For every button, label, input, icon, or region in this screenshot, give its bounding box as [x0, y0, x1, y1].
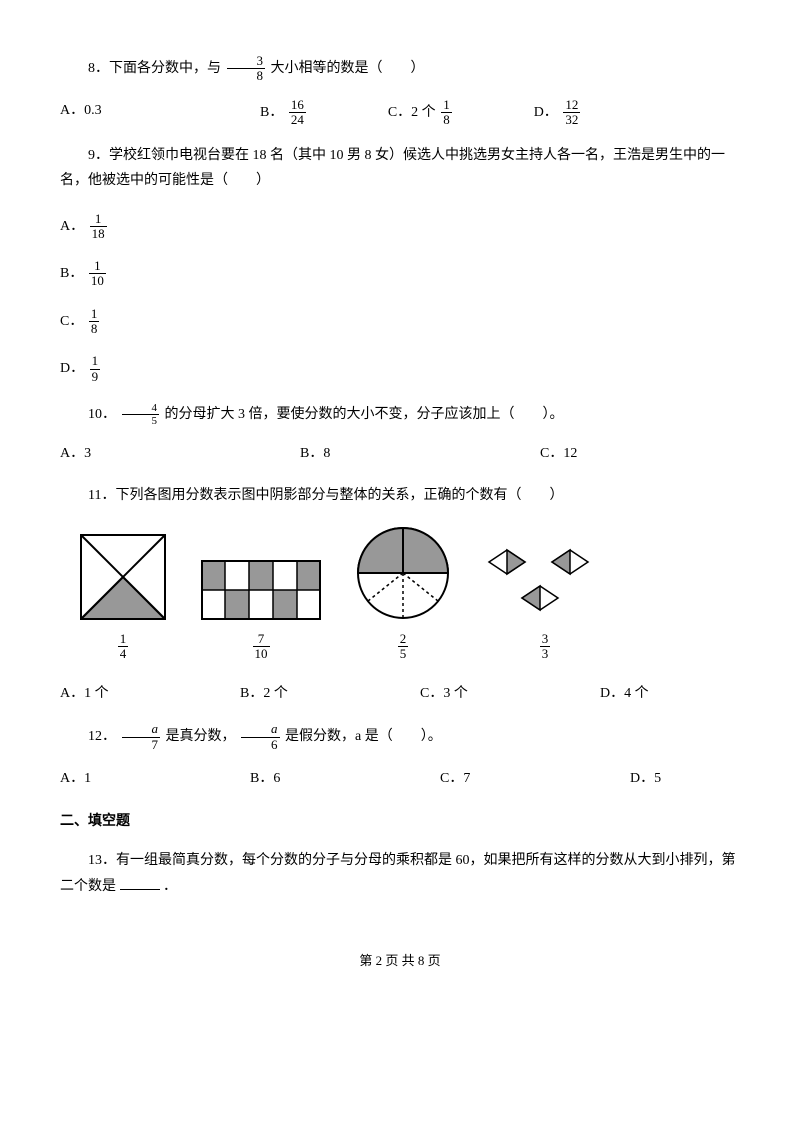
q9-options: A． 1 18 B． 1 10 C． 1 8 D． 1 9 — [60, 212, 740, 384]
q10-option-a[interactable]: A．3 — [60, 441, 220, 466]
q11-d1-fraction: 1 4 — [118, 632, 129, 662]
q9-option-a[interactable]: A． 1 18 — [60, 212, 740, 242]
q11-option-c[interactable]: C．3 个 — [420, 681, 520, 706]
q11-option-a[interactable]: A．1 个 — [60, 681, 160, 706]
q8-option-b[interactable]: B． 16 24 — [260, 98, 308, 128]
question-8: 8．下面各分数中，与 3 8 大小相等的数是（ ） — [60, 54, 740, 84]
q9-option-a-fraction: 1 18 — [90, 212, 107, 242]
q12-fraction-b: a 6 — [241, 722, 280, 752]
q11-diagram-2: 7 10 — [201, 560, 321, 662]
q11-d3-fraction: 2 5 — [398, 632, 409, 662]
question-12: 12． a 7 是真分数， a 6 是假分数，a 是（ ）。 — [60, 722, 740, 752]
q13-blank[interactable] — [120, 875, 160, 890]
q11-option-d[interactable]: D．4 个 — [600, 681, 649, 706]
question-13: 13．有一组最简真分数，每个分数的分子与分母的乘积都是 60，如果把所有这样的分… — [60, 848, 740, 898]
q9-option-d-fraction: 1 9 — [90, 354, 101, 384]
q11-d2-fraction: 7 10 — [253, 632, 270, 662]
q11-options: A．1 个 B．2 个 C．3 个 D．4 个 — [60, 681, 740, 706]
q12-t2: 是真分数， — [166, 729, 236, 744]
q11-text: 11．下列各图用分数表示图中阴影部分与整体的关系，正确的个数有（ ） — [88, 488, 563, 503]
q11-diagram-3: 2 5 — [356, 526, 450, 662]
q12-options: A．1 B．6 C．7 D．5 — [60, 766, 740, 791]
q10-option-c[interactable]: C．12 — [540, 441, 577, 466]
q10-text-before: 10． — [88, 407, 116, 422]
rhombus-icon — [485, 540, 605, 620]
q9-text: 9．学校红领巾电视台要在 18 名（其中 10 男 8 女）候选人中挑选男女主持… — [60, 148, 725, 188]
q11-diagram-4: 3 3 — [485, 540, 605, 662]
q11-diagram-1: 1 4 — [80, 534, 166, 662]
q8-option-b-fraction: 16 24 — [289, 98, 306, 128]
q12-t3: 是假分数，a 是（ ）。 — [285, 729, 442, 744]
q10-options: A．3 B．8 C．12 — [60, 441, 740, 466]
square-x-icon — [80, 534, 166, 620]
grid-icon — [201, 560, 321, 620]
q11-d4-fraction: 3 3 — [540, 632, 551, 662]
q9-option-d[interactable]: D． 1 9 — [60, 354, 740, 384]
q10-text-after: 的分母扩大 3 倍，要使分数的大小不变，分子应该加上（ ）。 — [165, 407, 564, 422]
q12-t1: 12． — [88, 729, 116, 744]
pie-icon — [356, 526, 450, 620]
q8-text-before: 8．下面各分数中，与 — [88, 61, 221, 76]
q8-option-c-fraction: 1 8 — [441, 98, 452, 128]
q10-option-b[interactable]: B．8 — [300, 441, 460, 466]
q9-option-b-fraction: 1 10 — [89, 259, 106, 289]
q11-option-b[interactable]: B．2 个 — [240, 681, 340, 706]
q12-option-b[interactable]: B．6 — [250, 766, 360, 791]
q13-text: 13．有一组最简真分数，每个分数的分子与分母的乘积都是 60，如果把所有这样的分… — [60, 853, 736, 893]
q12-option-d[interactable]: D．5 — [630, 766, 661, 791]
question-11: 11．下列各图用分数表示图中阴影部分与整体的关系，正确的个数有（ ） — [60, 483, 740, 508]
q8-option-c[interactable]: C．2 个 1 8 — [388, 98, 454, 128]
q8-fraction: 3 8 — [227, 54, 266, 84]
q12-option-c[interactable]: C．7 — [440, 766, 550, 791]
q8-option-a[interactable]: A．0.3 — [60, 98, 180, 128]
q8-option-d-fraction: 12 32 — [563, 98, 580, 128]
q8-options: A．0.3 B． 16 24 C．2 个 1 8 D． 12 32 — [60, 98, 740, 128]
question-9: 9．学校红领巾电视台要在 18 名（其中 10 男 8 女）候选人中挑选男女主持… — [60, 143, 740, 193]
question-10: 10． 4 5 的分母扩大 3 倍，要使分数的大小不变，分子应该加上（ ）。 — [60, 402, 740, 427]
q8-option-d[interactable]: D． 12 32 — [534, 98, 583, 128]
q9-option-c[interactable]: C． 1 8 — [60, 307, 740, 337]
page-footer: 第 2 页 共 8 页 — [60, 949, 740, 972]
q12-option-a[interactable]: A．1 — [60, 766, 170, 791]
q8-text-after: 大小相等的数是（ ） — [271, 61, 425, 76]
section-2-heading: 二、填空题 — [60, 809, 740, 834]
q9-option-b[interactable]: B． 1 10 — [60, 259, 740, 289]
q13-tail: ． — [163, 879, 177, 894]
q10-fraction: 4 5 — [122, 402, 160, 427]
q9-option-c-fraction: 1 8 — [89, 307, 100, 337]
q12-fraction-a: a 7 — [122, 722, 161, 752]
q11-diagrams: 1 4 7 10 — [80, 526, 740, 662]
